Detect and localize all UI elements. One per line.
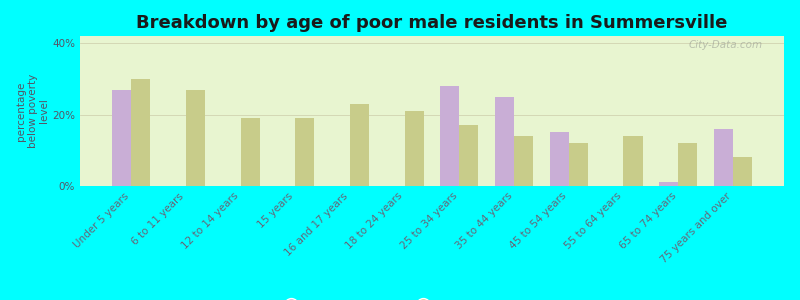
Bar	[459, 125, 478, 186]
Bar	[295, 118, 314, 186]
Bar	[514, 136, 533, 186]
Bar	[241, 118, 260, 186]
Bar	[714, 129, 733, 186]
Bar	[112, 90, 131, 186]
Bar	[569, 143, 588, 186]
Bar	[440, 86, 459, 186]
Bar	[405, 111, 424, 186]
Bar	[495, 97, 514, 186]
Bar	[733, 158, 752, 186]
Bar	[131, 79, 150, 186]
Text: City-Data.com: City-Data.com	[689, 40, 763, 50]
Bar	[350, 104, 369, 186]
Title: Breakdown by age of poor male residents in Summersville: Breakdown by age of poor male residents …	[136, 14, 728, 32]
Bar	[678, 143, 698, 186]
Bar	[623, 136, 642, 186]
Y-axis label: percentage
below poverty
level: percentage below poverty level	[16, 74, 50, 148]
Bar	[659, 182, 678, 186]
Legend: Summersville, West Virginia: Summersville, West Virginia	[274, 295, 526, 300]
Bar	[186, 90, 205, 186]
Bar	[550, 132, 569, 186]
